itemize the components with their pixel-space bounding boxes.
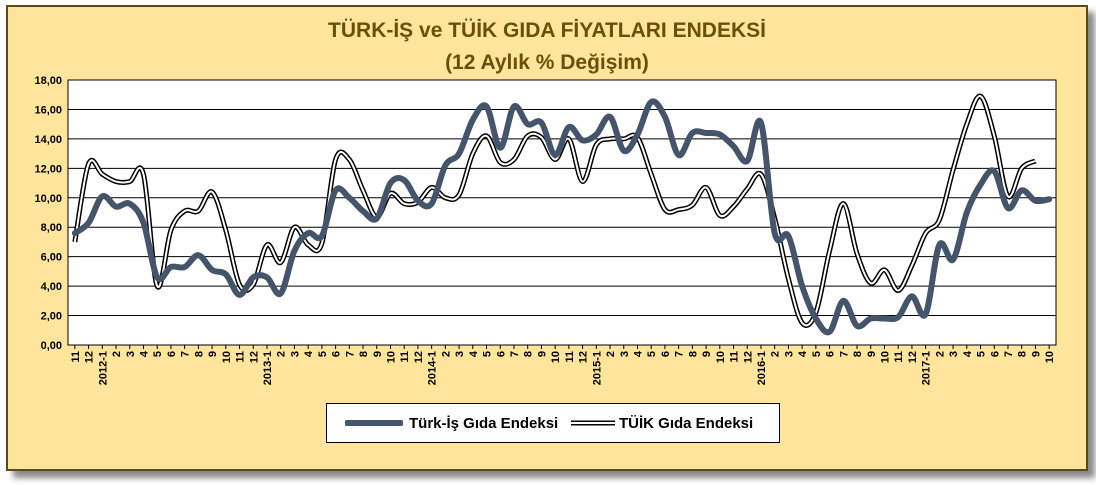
x-tick-label: 7 [674, 351, 686, 357]
x-tick-label: 11 [729, 351, 741, 363]
y-tick-label: 10,00 [34, 193, 62, 205]
series-turk-is-gida-endeksi [71, 98, 1053, 336]
x-tick-label: 12 [907, 351, 919, 363]
x-tick-label: 3 [125, 351, 137, 357]
x-tick-label: 10 [221, 351, 233, 363]
x-tick-label: 11 [399, 351, 411, 363]
x-tick-label: 9 [372, 351, 384, 357]
x-tick-label: 2 [934, 351, 946, 357]
x-tick-label: 5 [152, 351, 164, 357]
x-tick-label: 11 [235, 351, 247, 363]
x-tick-label: 3 [289, 351, 301, 357]
x-tick-label: 4 [632, 350, 644, 357]
x-tick-label: 10 [715, 351, 727, 363]
x-tick-label: 5 [646, 351, 658, 357]
x-tick-label: 3 [948, 351, 960, 357]
x-tick-label: 12 [84, 351, 96, 363]
x-tick-label: 8 [193, 351, 205, 357]
legend-item-turk-is: Türk-İş Gıda Endeksi [345, 404, 558, 442]
x-axis-labels: 11 12 2012-1 2 3 4 5 6 7 8 9 10 11 12 2013-1 2 3 4 5 6 7 8 9 10… [70, 345, 1056, 385]
x-tick-label: 3 [454, 351, 466, 357]
y-tick-label: 6,00 [41, 252, 62, 264]
y-tick-label: 16,00 [34, 104, 62, 116]
x-tick-label: 5 [976, 351, 988, 357]
x-tick-label: 7 [180, 351, 192, 357]
x-tick-label: 12 [248, 351, 260, 363]
x-tick-label: 6 [989, 351, 1001, 357]
x-tick-label: 3 [619, 351, 631, 357]
x-tick-label: 6 [331, 351, 343, 357]
x-tick-label: 7 [344, 351, 356, 357]
x-tick-label: 2 [440, 351, 452, 357]
x-tick-label: 4 [797, 350, 809, 357]
x-tick-label: 4 [138, 350, 150, 357]
y-tick-label: 14,00 [34, 134, 62, 146]
x-tick-label: 2 [770, 351, 782, 357]
legend-swatch-tuik [571, 420, 615, 426]
x-tick-label: 2015-1 [591, 351, 603, 385]
x-tick-label: 7 [1003, 351, 1015, 357]
x-tick-label: 2014-1 [427, 351, 439, 385]
y-tick-label: 8,00 [41, 222, 62, 234]
series-line-turk-is [71, 98, 1053, 336]
x-tick-label: 8 [687, 351, 699, 357]
chart-subtitle: (12 Aylık % Değişim) [445, 51, 649, 74]
x-tick-label: 12 [578, 351, 590, 363]
y-tick-label: 4,00 [41, 281, 62, 293]
legend-swatch-turk-is [345, 420, 403, 426]
x-tick-label: 2017-1 [921, 351, 933, 385]
y-tick-label: 0,00 [41, 340, 62, 352]
x-tick-label: 6 [825, 351, 837, 357]
x-tick-label: 10 [879, 351, 891, 363]
x-tick-label: 8 [1017, 351, 1029, 357]
x-tick-label: 10 [1044, 351, 1056, 363]
x-tick-label: 8 [358, 351, 370, 357]
x-tick-label: 9 [866, 351, 878, 357]
x-tick-label: 2012-1 [97, 351, 109, 385]
legend-label-turk-is: Türk-İş Gıda Endeksi [409, 414, 559, 432]
legend-label-tuik: TÜİK Gıda Endeksi [619, 414, 754, 432]
legend-item-tuik: TÜİK Gıda Endeksi [569, 404, 753, 442]
x-tick-label: 11 [70, 351, 82, 363]
x-tick-label: 2016-1 [756, 351, 768, 385]
x-tick-label: 11 [564, 351, 576, 363]
x-tick-label: 6 [660, 351, 672, 357]
x-tick-label: 4 [303, 350, 315, 357]
x-tick-label: 2 [276, 351, 288, 357]
x-tick-label: 12 [742, 351, 754, 363]
x-tick-label: 7 [838, 351, 850, 357]
x-tick-label: 6 [495, 351, 507, 357]
y-axis-labels: 0,00 2,00 4,00 6,00 8,00 10,00 12,00 14,00 16,00… [34, 75, 62, 352]
x-tick-label: 2 [111, 351, 123, 357]
x-tick-label: 5 [482, 351, 494, 357]
legend: Türk-İş Gıda Endeksi TÜİK Gıda Endeksi [326, 403, 780, 443]
x-tick-label: 7 [509, 351, 521, 357]
plot-area [67, 79, 1057, 346]
x-tick-label: 6 [166, 351, 178, 357]
x-tick-label: 5 [811, 351, 823, 357]
x-tick-label: 2013-1 [262, 351, 274, 385]
x-tick-label: 9 [701, 351, 713, 357]
y-tick-label: 12,00 [34, 163, 62, 175]
x-tick-label: 4 [962, 350, 974, 357]
line-chart: 0,00 2,00 4,00 6,00 8,00 10,00 12,00 14,00 16,00… [34, 75, 1057, 385]
x-tick-label: 11 [893, 351, 905, 363]
x-tick-label: 10 [385, 351, 397, 363]
x-tick-label: 9 [1030, 351, 1042, 357]
x-tick-label: 9 [207, 351, 219, 357]
y-tick-label: 18,00 [34, 75, 62, 87]
x-tick-label: 2 [605, 351, 617, 357]
x-tick-label: 9 [536, 351, 548, 357]
x-tick-label: 4 [468, 350, 480, 357]
x-tick-label: 10 [550, 351, 562, 363]
x-tick-label: 3 [783, 351, 795, 357]
chart-title: TÜRK-İŞ ve TÜİK GIDA FİYATLARI ENDEKSİ [328, 19, 766, 42]
x-tick-label: 5 [317, 351, 329, 357]
x-tick-label: 12 [413, 351, 425, 363]
y-tick-label: 2,00 [41, 311, 62, 323]
x-tick-label: 8 [852, 351, 864, 357]
x-tick-label: 8 [523, 351, 535, 357]
chart-frame: TÜRK-İŞ ve TÜİK GIDA FİYATLARI ENDEKSİ (… [6, 5, 1088, 471]
